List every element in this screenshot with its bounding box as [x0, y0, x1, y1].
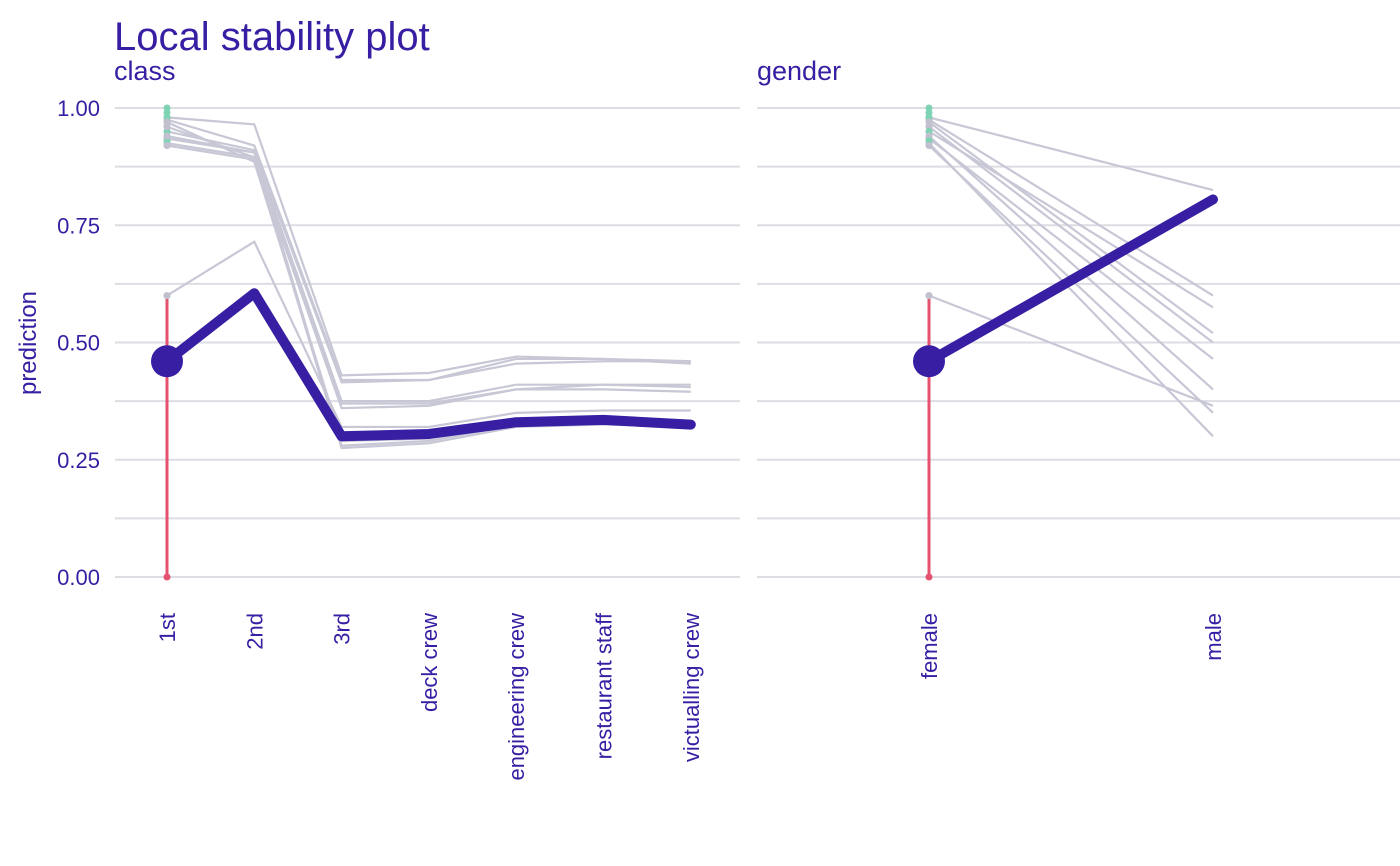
neighbor-observed-point	[163, 292, 171, 300]
neighbor-observed-point	[163, 132, 171, 140]
y-tick-label: 0.00	[57, 565, 100, 590]
neighbor-profile-line	[166, 125, 691, 450]
panel-gender: gender female male	[757, 56, 1400, 679]
x-tick-label: female	[917, 613, 942, 679]
neighbor-profile-line	[166, 121, 691, 443]
panel-label: gender	[757, 56, 841, 86]
y-tick-label: 0.25	[57, 448, 100, 473]
neighbor-profile-line	[166, 240, 691, 429]
x-tick-label: male	[1201, 613, 1226, 661]
x-tick-label: engineering crew	[504, 613, 529, 781]
y-tick-label: 0.75	[57, 213, 100, 238]
chart-panels: class 1st 2nd 3rd deck crew engineering crew r…	[114, 56, 1400, 781]
x-tick-label: 2nd	[242, 613, 267, 650]
x-tick-label: 1st	[155, 613, 180, 642]
neighbor-observed-point	[925, 142, 933, 150]
neighbor-profile-line	[928, 118, 1214, 297]
residual-endpoint	[163, 573, 171, 581]
neighbor-profile-line	[928, 116, 1214, 192]
neighbor-profile-line	[166, 142, 691, 405]
panel-class: class 1st 2nd 3rd deck crew engineering crew r…	[114, 56, 740, 781]
observation-point	[151, 345, 183, 378]
neighbor-profile-line	[928, 137, 1214, 360]
neighbor-observed-point	[925, 292, 933, 300]
neighbor-profile-line	[928, 121, 1214, 335]
neighbor-profile-line	[166, 135, 691, 447]
neighbor-observed-point	[163, 142, 171, 150]
neighbor-profile-line	[928, 142, 1214, 438]
observation-point	[913, 345, 945, 378]
x-tick-label: victualling crew	[679, 613, 704, 762]
chart-title: Local stability plot	[114, 15, 430, 59]
x-tick-label: deck crew	[417, 613, 442, 712]
x-tick-label: restaurant staff	[592, 612, 617, 759]
neighbor-profile-line	[928, 135, 1214, 391]
neighbor-profile-line	[928, 294, 1214, 407]
neighbor-profile-line	[928, 125, 1214, 344]
y-axis-ticks: 0.00 0.25 0.50 0.75 1.00	[57, 96, 100, 590]
residual-endpoint	[925, 573, 933, 581]
neighbor-profile-line	[928, 130, 1214, 309]
y-axis-label: prediction	[15, 291, 42, 395]
neighbor-observed-point	[163, 123, 171, 131]
neighbor-profile-line	[166, 144, 691, 410]
panel-label: class	[114, 56, 176, 86]
observation-profile-line	[162, 288, 696, 442]
neighbor-profile-line	[166, 130, 691, 384]
x-tick-label: 3rd	[330, 613, 355, 645]
y-tick-label: 0.50	[57, 331, 100, 356]
y-tick-label: 1.00	[57, 96, 100, 121]
observation-profile-line	[924, 194, 1218, 367]
